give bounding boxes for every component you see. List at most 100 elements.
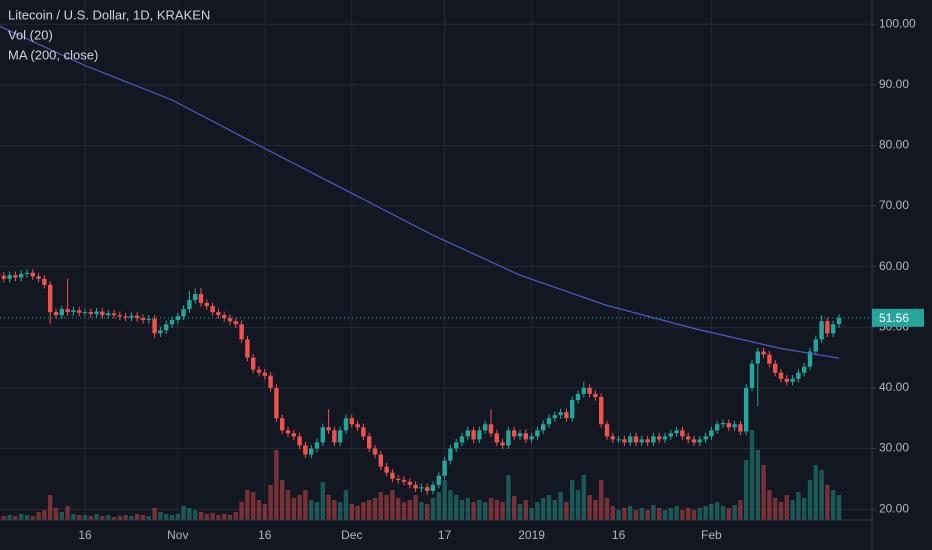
candle-body: [158, 330, 163, 334]
volume-bar: [390, 490, 395, 520]
volume-bar: [790, 500, 795, 520]
candle-body: [59, 309, 64, 316]
candle-body: [320, 427, 325, 443]
candle-body: [448, 448, 453, 461]
candle-body: [204, 303, 209, 307]
volume-bar: [361, 502, 366, 520]
candle-body: [483, 424, 488, 431]
candle-body: [581, 387, 586, 394]
candle-body: [210, 306, 215, 313]
volume-bar: [726, 508, 731, 520]
candle-body: [645, 439, 650, 443]
volume-bar: [541, 498, 546, 520]
candle-body: [825, 321, 830, 334]
candle-body: [622, 439, 627, 443]
volume-bar: [500, 502, 505, 520]
candle-body: [338, 430, 343, 443]
volume-bar: [732, 505, 737, 520]
candle-body: [726, 423, 731, 428]
candle-body: [372, 448, 378, 455]
volume-bar: [280, 480, 285, 520]
volume-bar: [1, 516, 6, 520]
candle-body: [274, 387, 279, 419]
volume-bar: [274, 450, 279, 520]
volume-bar: [448, 490, 453, 520]
volume-bar: [343, 490, 349, 520]
candle-body: [494, 433, 499, 443]
volume-bar: [227, 515, 233, 520]
volume-bar: [610, 506, 615, 520]
candle-body: [778, 372, 784, 379]
candle-body: [790, 378, 795, 382]
candle-body: [30, 272, 35, 277]
volume-bar: [749, 430, 755, 520]
volume-bar: [755, 450, 760, 520]
volume-bar: [523, 500, 528, 520]
candle-body: [390, 472, 395, 479]
last-price-label: 51.56: [879, 311, 909, 325]
volume-bar: [268, 485, 273, 520]
candle-body: [500, 442, 505, 446]
candle-body: [152, 318, 157, 334]
volume-bar: [686, 508, 691, 520]
candle-body: [691, 439, 697, 443]
candle-body: [314, 442, 320, 449]
candle-body: [639, 439, 644, 443]
volume-bar: [77, 515, 82, 520]
y-tick-label: 20.00: [879, 501, 909, 515]
candle-body: [599, 396, 604, 425]
volume-bar: [616, 510, 621, 520]
volume-bar: [662, 510, 668, 520]
volume-bar: [703, 506, 708, 520]
volume-bar: [454, 495, 459, 520]
volume-bar: [372, 498, 378, 520]
candle-body: [71, 310, 76, 313]
volume-bar: [169, 515, 175, 520]
volume-bar: [697, 508, 702, 520]
volume-bar: [744, 460, 749, 520]
candle-body: [367, 436, 372, 449]
volume-bar: [396, 498, 401, 520]
volume-bar: [802, 498, 807, 520]
volume-bar: [407, 500, 412, 520]
candle-body: [767, 354, 772, 364]
axes: 20.0030.0040.0050.0060.0070.0080.0090.00…: [78, 16, 924, 542]
candle-body: [361, 427, 366, 437]
last-price-box: [872, 308, 924, 327]
volume-bar: [622, 508, 627, 520]
volume-bar: [494, 500, 499, 520]
volume-bar: [355, 506, 360, 520]
y-tick-label: 70.00: [879, 198, 909, 212]
candle-body: [430, 484, 436, 491]
candle-body: [773, 363, 778, 373]
volume-bar: [48, 495, 53, 520]
candle-body: [587, 387, 592, 394]
overlays: [0, 25, 872, 359]
candle-body: [680, 430, 685, 437]
volume-bar: [529, 508, 534, 520]
volume-bar: [111, 517, 117, 520]
candle-body: [732, 424, 737, 428]
candle-body: [291, 433, 296, 437]
candle-body: [396, 478, 401, 480]
y-tick-label: 30.00: [879, 441, 909, 455]
volume-bar: [593, 500, 598, 520]
volume-bar: [506, 475, 511, 520]
candle-body: [512, 430, 517, 437]
candle-body: [686, 436, 691, 440]
candle-body: [227, 318, 233, 322]
volume-bar: [715, 502, 720, 520]
candle-body: [454, 442, 459, 449]
candle-body: [546, 418, 552, 425]
candle-body: [674, 430, 679, 434]
volume-bar: [773, 498, 778, 520]
volume-bar: [436, 492, 441, 520]
volume-bar: [575, 490, 581, 520]
candle-body: [570, 400, 575, 419]
volume-bar: [59, 512, 64, 520]
candle-body: [784, 378, 789, 382]
candle-body: [13, 275, 18, 278]
volume-bar: [401, 502, 407, 520]
